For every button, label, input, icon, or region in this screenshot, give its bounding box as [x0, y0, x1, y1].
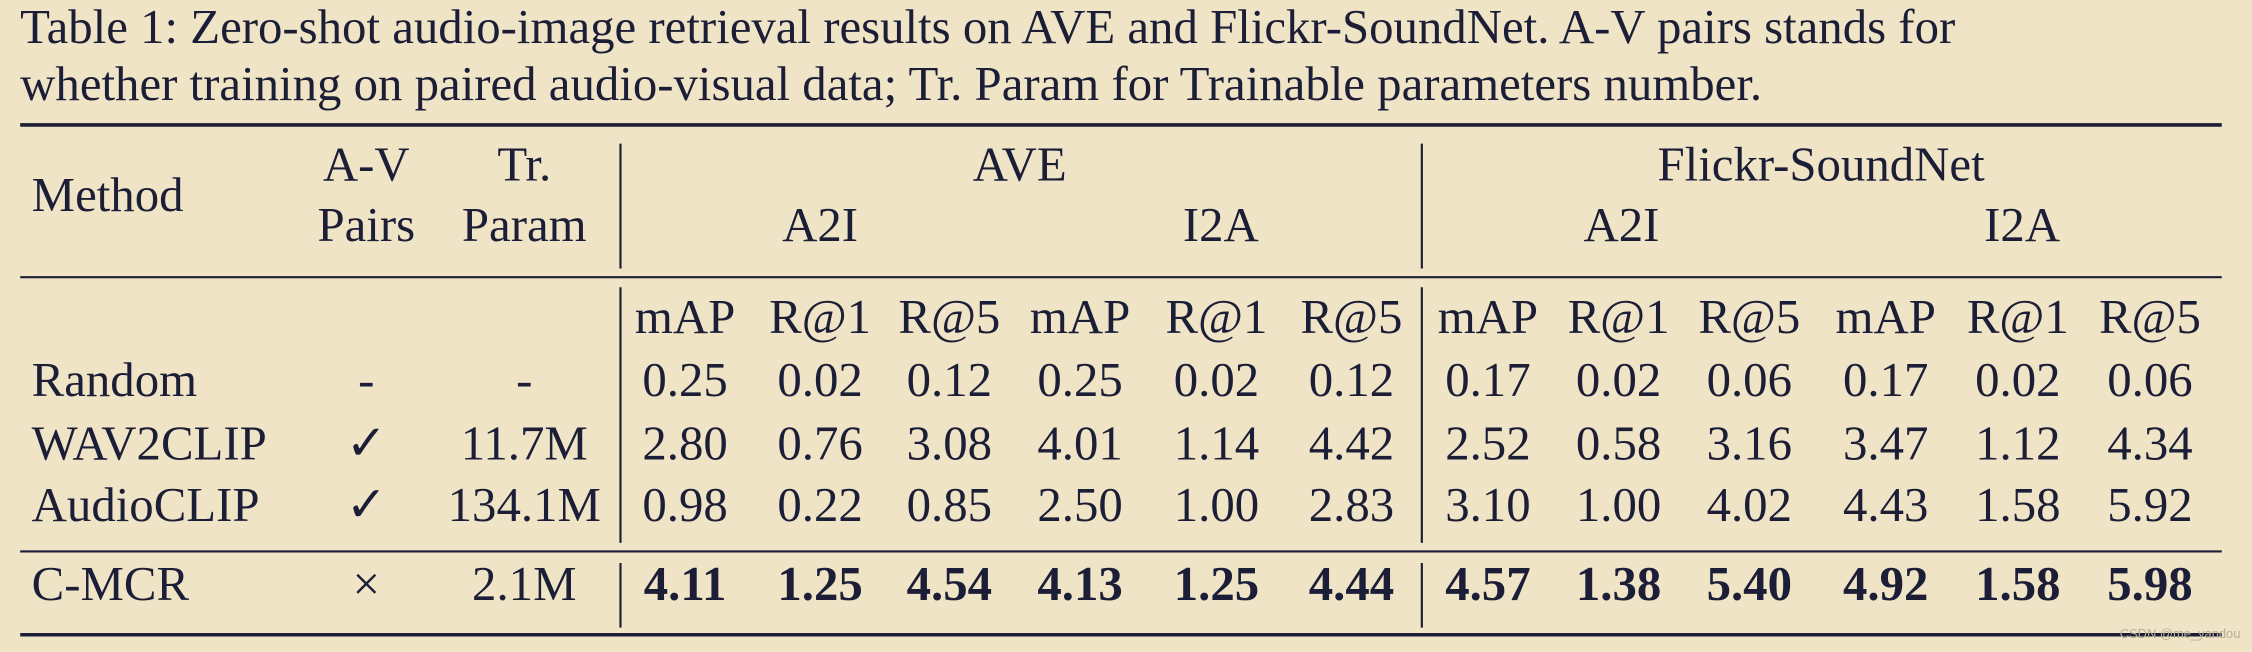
cell-value: 4.13 [1037, 556, 1122, 611]
row-av-pairs: ✓ [346, 415, 387, 470]
cell-value: 0.17 [1843, 352, 1928, 407]
metric-header: R@5 [2099, 289, 2201, 344]
metric-header: R@1 [1166, 289, 1268, 344]
cell-value: 4.34 [2107, 415, 2192, 470]
vertical-rules [619, 143, 1423, 628]
row-method: AudioCLIP [32, 477, 260, 532]
cell-value: 4.42 [1309, 415, 1394, 470]
row-av-pairs: × [353, 556, 381, 611]
row-av-pairs: ✓ [346, 477, 387, 532]
cell-value: 4.43 [1843, 477, 1928, 532]
cell-value: 0.06 [2107, 352, 2192, 407]
cell-value: 1.58 [1975, 556, 2060, 611]
cell-value: 1.58 [1975, 477, 2060, 532]
cell-value: 3.08 [907, 415, 992, 470]
cell-value: 2.50 [1037, 477, 1122, 532]
row-method: C-MCR [32, 556, 190, 611]
cell-value: 5.92 [2107, 477, 2192, 532]
row-param: 2.1M [472, 556, 576, 611]
watermark: CSDN @me_yandou [2120, 626, 2241, 641]
cell-value: 1.00 [1174, 477, 1259, 532]
caption-line: whether training on paired audio-visual … [20, 56, 1762, 111]
cell-value: 2.80 [642, 415, 727, 470]
group-header: AVE [973, 137, 1067, 192]
group-header: Flickr-SoundNet [1658, 137, 1986, 192]
cell-value: 0.02 [1576, 352, 1661, 407]
metric-header: R@1 [1568, 289, 1670, 344]
cell-value: 0.02 [777, 352, 862, 407]
cell-value: 5.40 [1707, 556, 1792, 611]
metric-header: mAP [1438, 289, 1538, 344]
metric-header: mAP [1030, 289, 1130, 344]
column-header: Method [32, 167, 184, 222]
cell-value: 1.12 [1975, 415, 2060, 470]
cell-value: 0.12 [1309, 352, 1394, 407]
cell-value: 1.14 [1174, 415, 1259, 470]
metric-header: mAP [635, 289, 735, 344]
cell-value: 4.57 [1445, 556, 1530, 611]
cell-value: 5.98 [2107, 556, 2192, 611]
column-header: Pairs [317, 197, 415, 252]
cell-value: 4.01 [1037, 415, 1122, 470]
cell-value: 3.10 [1445, 477, 1530, 532]
metric-header: mAP [1836, 289, 1936, 344]
cell-value: 4.02 [1707, 477, 1792, 532]
column-header: Tr. [497, 137, 551, 192]
cell-value: 4.92 [1843, 556, 1928, 611]
cell-value: 0.58 [1576, 415, 1661, 470]
row-param: 134.1M [448, 477, 601, 532]
cell-value: 4.44 [1309, 556, 1394, 611]
cell-value: 0.98 [642, 477, 727, 532]
cell-value: 2.83 [1309, 477, 1394, 532]
metric-header: R@5 [1698, 289, 1800, 344]
cell-value: 0.76 [777, 415, 862, 470]
row-av-pairs: - [358, 352, 374, 407]
cell-value: 0.02 [1975, 352, 2060, 407]
row-param: - [516, 352, 532, 407]
cell-value: 0.06 [1707, 352, 1792, 407]
cell-value: 4.54 [907, 556, 992, 611]
caption-line: Table 1: Zero-shot audio-image retrieval… [20, 0, 1955, 54]
metric-header: R@5 [1301, 289, 1403, 344]
cell-value: 0.22 [777, 477, 862, 532]
cell-value: 3.47 [1843, 415, 1928, 470]
metric-header: R@1 [1967, 289, 2069, 344]
cell-value: 0.02 [1174, 352, 1259, 407]
cell-value: 2.52 [1445, 415, 1530, 470]
cell-value: 1.25 [777, 556, 862, 611]
metric-header: R@1 [769, 289, 871, 344]
cell-value: 1.25 [1174, 556, 1259, 611]
cell-value: 0.85 [907, 477, 992, 532]
cell-value: 0.17 [1445, 352, 1530, 407]
row-param: 11.7M [461, 415, 588, 470]
column-header: Param [462, 197, 587, 252]
row-method: WAV2CLIP [32, 415, 267, 470]
row-method: Random [32, 352, 197, 407]
sub-header: I2A [1984, 197, 2060, 252]
column-header: A-V [323, 137, 410, 192]
sub-header: A2I [1584, 197, 1660, 252]
cell-value: 3.16 [1707, 415, 1792, 470]
sub-header: A2I [782, 197, 858, 252]
cell-value: 0.25 [1037, 352, 1122, 407]
cell-value: 1.38 [1576, 556, 1661, 611]
cell-value: 1.00 [1576, 477, 1661, 532]
cell-value: 0.25 [642, 352, 727, 407]
cell-value: 0.12 [907, 352, 992, 407]
metric-header: R@5 [898, 289, 1000, 344]
cell-value: 4.11 [644, 556, 727, 611]
sub-header: I2A [1183, 197, 1259, 252]
